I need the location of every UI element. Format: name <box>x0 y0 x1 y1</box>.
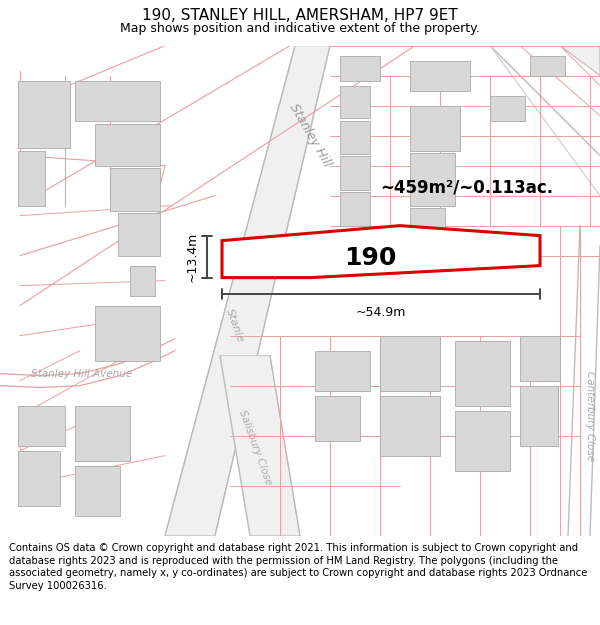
Polygon shape <box>315 396 360 441</box>
Polygon shape <box>530 56 565 76</box>
Polygon shape <box>380 336 440 391</box>
Polygon shape <box>95 124 160 166</box>
Text: ~13.4m: ~13.4m <box>186 231 199 282</box>
Polygon shape <box>75 466 120 516</box>
Polygon shape <box>118 213 160 256</box>
Polygon shape <box>222 226 540 278</box>
Polygon shape <box>18 451 60 506</box>
Polygon shape <box>340 192 370 226</box>
Text: ~459m²/~0.113ac.: ~459m²/~0.113ac. <box>380 179 553 197</box>
Polygon shape <box>520 336 560 381</box>
Polygon shape <box>340 56 380 81</box>
Polygon shape <box>18 81 70 148</box>
Polygon shape <box>18 151 45 206</box>
Polygon shape <box>340 156 370 189</box>
Text: Map shows position and indicative extent of the property.: Map shows position and indicative extent… <box>120 22 480 35</box>
Text: Stanley Hill Avenue: Stanley Hill Avenue <box>31 369 133 379</box>
Text: 190, STANLEY HILL, AMERSHAM, HP7 9ET: 190, STANLEY HILL, AMERSHAM, HP7 9ET <box>142 8 458 22</box>
Polygon shape <box>220 356 300 536</box>
Text: 190: 190 <box>344 246 396 269</box>
Polygon shape <box>520 386 558 446</box>
Text: Canterbury Close: Canterbury Close <box>585 371 595 461</box>
Polygon shape <box>130 266 155 296</box>
Text: Salisbury Close: Salisbury Close <box>237 409 273 487</box>
Polygon shape <box>340 86 370 118</box>
Polygon shape <box>110 168 160 211</box>
Polygon shape <box>340 121 370 154</box>
Polygon shape <box>560 46 600 76</box>
Polygon shape <box>95 306 160 361</box>
Text: Contains OS data © Crown copyright and database right 2021. This information is : Contains OS data © Crown copyright and d… <box>9 544 587 591</box>
Polygon shape <box>455 341 510 406</box>
Text: Stanle: Stanle <box>224 308 246 344</box>
Polygon shape <box>380 396 440 456</box>
Text: ~54.9m: ~54.9m <box>356 306 406 319</box>
Polygon shape <box>490 96 525 121</box>
Polygon shape <box>455 411 510 471</box>
Polygon shape <box>315 351 370 391</box>
Polygon shape <box>18 406 65 446</box>
Polygon shape <box>75 406 130 461</box>
Polygon shape <box>410 208 445 251</box>
Polygon shape <box>410 152 455 206</box>
Polygon shape <box>410 106 460 151</box>
Polygon shape <box>165 46 330 536</box>
Polygon shape <box>410 61 470 91</box>
Polygon shape <box>75 81 160 121</box>
Text: Stanley Hill: Stanley Hill <box>287 102 334 169</box>
